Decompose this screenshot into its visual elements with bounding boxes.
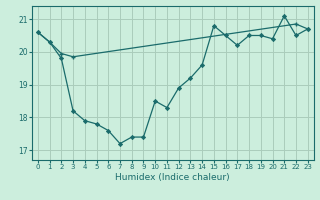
X-axis label: Humidex (Indice chaleur): Humidex (Indice chaleur) bbox=[116, 173, 230, 182]
